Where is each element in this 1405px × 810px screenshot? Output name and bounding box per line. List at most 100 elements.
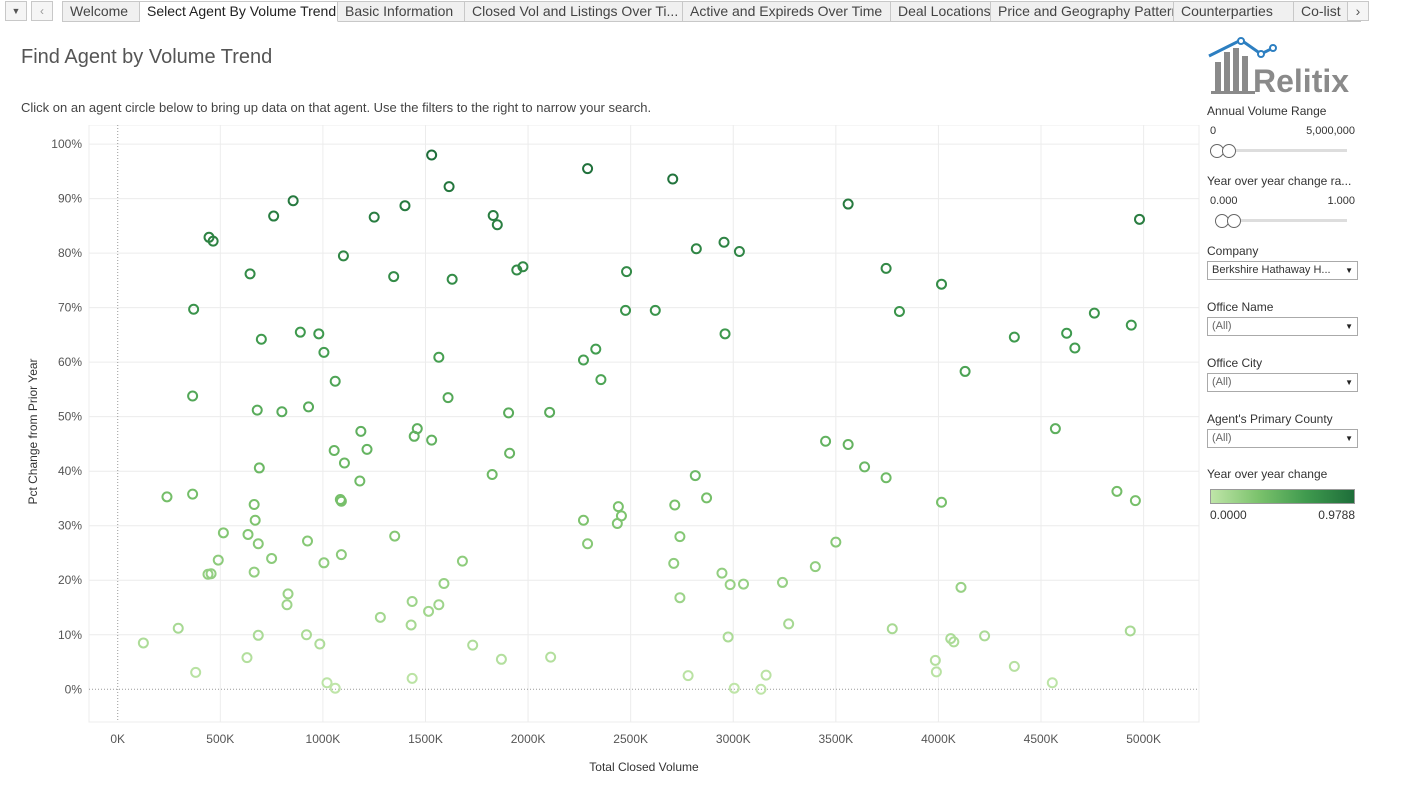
agent-point[interactable] bbox=[820, 435, 832, 447]
agent-point[interactable] bbox=[842, 438, 854, 450]
agent-point[interactable] bbox=[314, 638, 326, 650]
agent-point[interactable] bbox=[1111, 485, 1123, 497]
agent-point[interactable] bbox=[1069, 342, 1081, 354]
agent-point[interactable] bbox=[955, 581, 967, 593]
tab-basic-information[interactable]: Basic Information bbox=[338, 1, 465, 22]
agent-point[interactable] bbox=[621, 266, 633, 278]
agent-point[interactable] bbox=[701, 492, 713, 504]
agent-point[interactable] bbox=[241, 652, 253, 664]
agent-point[interactable] bbox=[620, 304, 632, 316]
agent-point[interactable] bbox=[244, 268, 256, 280]
agent-point[interactable] bbox=[886, 623, 898, 635]
agent-point[interactable] bbox=[1061, 327, 1073, 339]
agent-point[interactable] bbox=[487, 210, 499, 222]
agent-point[interactable] bbox=[859, 461, 871, 473]
agent-point[interactable] bbox=[399, 200, 411, 212]
agent-point[interactable] bbox=[893, 305, 905, 317]
agent-point[interactable] bbox=[318, 346, 330, 358]
agent-point[interactable] bbox=[248, 498, 260, 510]
agent-point[interactable] bbox=[354, 475, 366, 487]
agent-point[interactable] bbox=[830, 536, 842, 548]
agent-point[interactable] bbox=[338, 457, 350, 469]
agent-point[interactable] bbox=[504, 447, 516, 459]
agent-point[interactable] bbox=[446, 273, 458, 285]
agent-point[interactable] bbox=[722, 631, 734, 643]
agent-point[interactable] bbox=[313, 328, 325, 340]
tab-select-agent-by-volume-trend[interactable]: Select Agent By Volume Trend bbox=[140, 1, 338, 22]
tab-next-button[interactable]: › bbox=[1347, 1, 1369, 21]
agent-point[interactable] bbox=[880, 472, 892, 484]
agent-point[interactable] bbox=[611, 518, 623, 530]
tab-counterparties[interactable]: Counterparties bbox=[1174, 1, 1294, 22]
agent-point[interactable] bbox=[281, 599, 293, 611]
agent-point[interactable] bbox=[733, 245, 745, 257]
agent-point[interactable] bbox=[544, 406, 556, 418]
county-dropdown[interactable]: (All) ▼ bbox=[1207, 429, 1358, 448]
agent-point[interactable] bbox=[929, 654, 941, 666]
tab-menu-button[interactable]: ▼ bbox=[5, 1, 27, 21]
agent-point[interactable] bbox=[716, 567, 728, 579]
agent-point[interactable] bbox=[328, 444, 340, 456]
agent-point[interactable] bbox=[582, 163, 594, 175]
agent-point[interactable] bbox=[426, 434, 438, 446]
agent-point[interactable] bbox=[212, 554, 224, 566]
agent-point[interactable] bbox=[689, 470, 701, 482]
agent-point[interactable] bbox=[355, 425, 367, 437]
agent-point[interactable] bbox=[668, 557, 680, 569]
agent-point[interactable] bbox=[718, 236, 730, 248]
agent-point[interactable] bbox=[335, 495, 347, 507]
agent-point[interactable] bbox=[187, 390, 199, 402]
agent-point[interactable] bbox=[1049, 423, 1061, 435]
agent-point[interactable] bbox=[202, 568, 214, 580]
agent-point[interactable] bbox=[161, 491, 173, 503]
agent-point[interactable] bbox=[491, 219, 503, 231]
agent-point[interactable] bbox=[545, 651, 557, 663]
yoy-range-max-handle[interactable] bbox=[1227, 214, 1241, 228]
agent-point[interactable] bbox=[760, 669, 772, 681]
agent-point[interactable] bbox=[456, 555, 468, 567]
agent-point[interactable] bbox=[979, 630, 991, 642]
agent-point[interactable] bbox=[187, 488, 199, 500]
agent-point[interactable] bbox=[1088, 307, 1100, 319]
agent-point[interactable] bbox=[361, 443, 373, 455]
agent-point[interactable] bbox=[495, 653, 507, 665]
agent-point[interactable] bbox=[368, 211, 380, 223]
tab-co-list[interactable]: Co-list bbox=[1294, 1, 1361, 22]
agent-point[interactable] bbox=[842, 198, 854, 210]
tab-welcome[interactable]: Welcome bbox=[62, 1, 140, 22]
agent-point[interactable] bbox=[276, 406, 288, 418]
agent-point[interactable] bbox=[242, 528, 254, 540]
agent-point[interactable] bbox=[318, 557, 330, 569]
agent-point[interactable] bbox=[577, 354, 589, 366]
agent-point[interactable] bbox=[300, 629, 312, 641]
agent-point[interactable] bbox=[930, 666, 942, 678]
agent-point[interactable] bbox=[405, 619, 417, 631]
office-name-dropdown[interactable]: (All) ▼ bbox=[1207, 317, 1358, 336]
agent-point[interactable] bbox=[690, 243, 702, 255]
agent-point[interactable] bbox=[442, 392, 454, 404]
agent-point[interactable] bbox=[217, 527, 229, 539]
annual-volume-slider-track[interactable] bbox=[1212, 149, 1347, 152]
agent-point[interactable] bbox=[719, 328, 731, 340]
annual-volume-max-handle[interactable] bbox=[1222, 144, 1236, 158]
tab-deal-locations[interactable]: Deal Locations bbox=[891, 1, 991, 22]
agent-point[interactable] bbox=[783, 618, 795, 630]
agent-point[interactable] bbox=[590, 343, 602, 355]
agent-point[interactable] bbox=[1008, 660, 1020, 672]
agent-point[interactable] bbox=[503, 407, 515, 419]
company-dropdown[interactable]: Berkshire Hathaway H... ▼ bbox=[1207, 261, 1358, 280]
agent-point[interactable] bbox=[335, 549, 347, 561]
agent-point[interactable] bbox=[724, 579, 736, 591]
agent-point[interactable] bbox=[294, 326, 306, 338]
agent-point[interactable] bbox=[282, 588, 294, 600]
agent-point[interactable] bbox=[389, 530, 401, 542]
agent-point[interactable] bbox=[433, 599, 445, 611]
agent-point[interactable] bbox=[252, 538, 264, 550]
agent-point[interactable] bbox=[486, 468, 498, 480]
agent-point[interactable] bbox=[936, 496, 948, 508]
agent-point[interactable] bbox=[406, 596, 418, 608]
agent-point[interactable] bbox=[188, 303, 200, 315]
agent-point[interactable] bbox=[302, 535, 314, 547]
agent-point[interactable] bbox=[959, 365, 971, 377]
agent-point[interactable] bbox=[674, 531, 686, 543]
